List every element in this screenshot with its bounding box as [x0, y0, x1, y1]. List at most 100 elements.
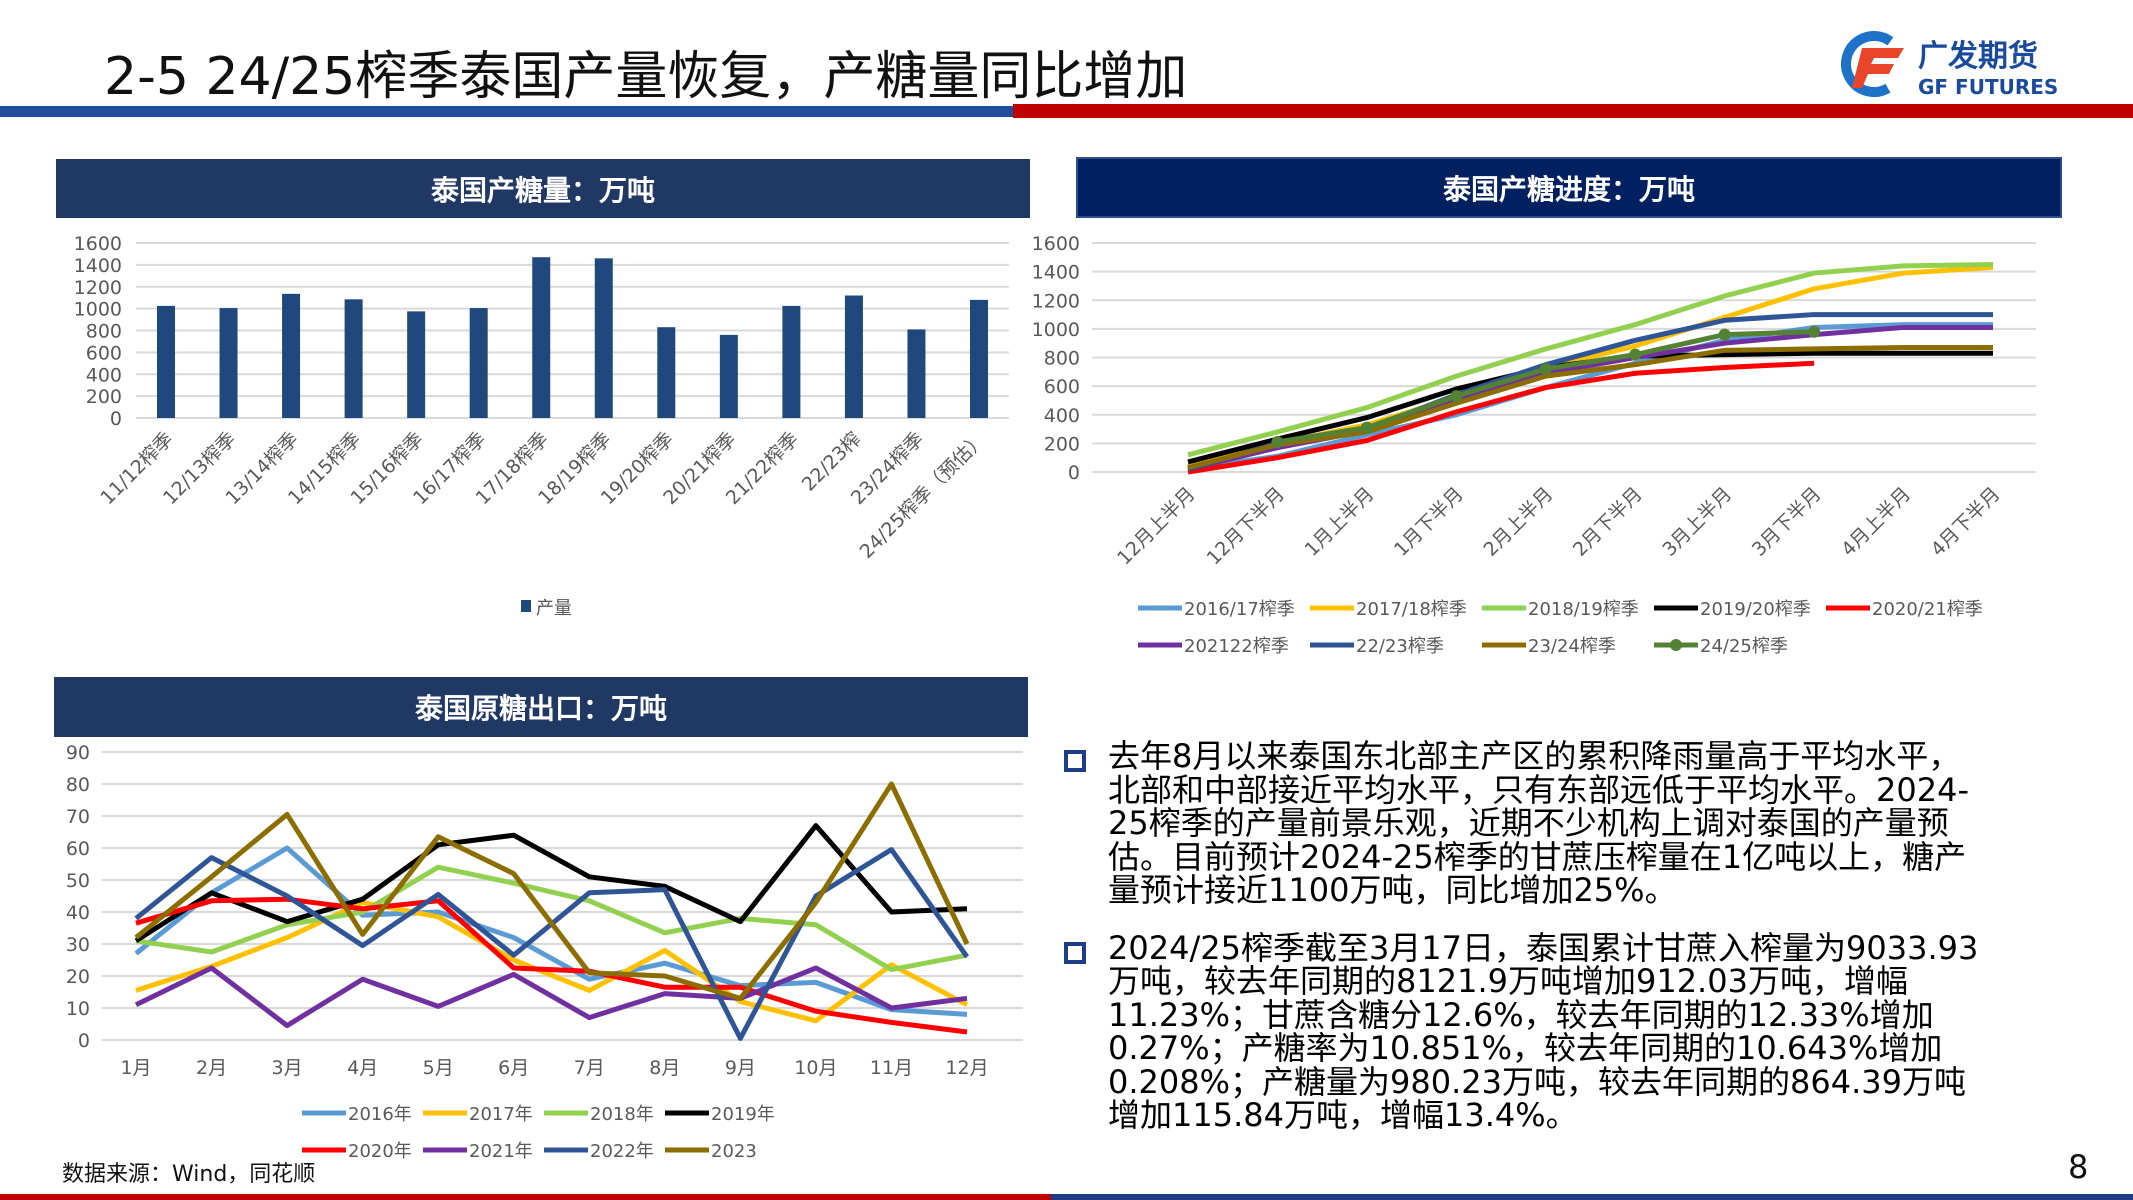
legend-label: 2018年	[590, 1104, 654, 1125]
bar	[157, 305, 175, 418]
legend-label: 2020年	[348, 1141, 412, 1162]
series-line	[1187, 360, 1815, 475]
data-point	[1629, 348, 1642, 361]
bar	[657, 327, 676, 418]
progress-panel-header: 泰国产糖进度：万吨	[1076, 157, 2062, 218]
svg-text:广发期货: 广发期货	[1918, 39, 2038, 74]
y-tick-label: 800	[86, 321, 122, 343]
legend-label: 2018/19榨季	[1528, 599, 1639, 620]
legend-swatch	[521, 600, 531, 612]
y-tick-label: 800	[1044, 348, 1080, 370]
data-point	[1539, 362, 1552, 375]
x-tick-label: 12月	[945, 1057, 988, 1079]
x-tick-label: 3月上半月	[1658, 483, 1736, 561]
x-tick-label: 2月上半月	[1479, 483, 1557, 561]
y-tick-label: 1400	[1032, 262, 1080, 284]
x-tick-label: 10月	[794, 1057, 837, 1079]
legend-label: 2016/17榨季	[1184, 599, 1295, 620]
legend-label: 2023	[711, 1141, 757, 1162]
y-tick-label: 0	[110, 408, 122, 430]
x-tick-label: 4月下半月	[1927, 483, 2005, 561]
legend-label: 2016年	[348, 1104, 412, 1125]
x-tick-label: 1月上半月	[1301, 483, 1379, 561]
legend-label: 2019/20榨季	[1700, 599, 1811, 620]
bar	[970, 299, 988, 418]
legend-label: 24/25榨季	[1700, 636, 1788, 657]
footer-divider-red	[0, 1194, 1051, 1200]
text-line: 0.27%；产糖率为10.851%，较去年同期的10.643%增加	[1108, 1029, 1943, 1067]
bar	[219, 308, 238, 418]
legend-label: 23/24榨季	[1528, 636, 1616, 657]
y-tick-label: 400	[1044, 405, 1080, 427]
x-tick-label: 2月下半月	[1569, 483, 1647, 561]
legend-label: 2021年	[469, 1141, 533, 1162]
legend-label: 产量	[536, 598, 572, 619]
legend-label: 2022年	[590, 1141, 654, 1162]
series-line	[135, 896, 968, 1035]
x-tick-label: 12月下半月	[1203, 483, 1289, 569]
y-tick-label: 200	[86, 386, 122, 408]
legend-label: 22/23榨季	[1356, 636, 1444, 657]
text-line: 量预计接近1100万吨，同比增加25%。	[1108, 871, 1677, 909]
svg-text:GF FUTURES: GF FUTURES	[1918, 75, 2058, 99]
header-divider-red	[1013, 104, 2133, 118]
data-point	[1718, 328, 1731, 341]
y-tick-label: 90	[66, 742, 90, 764]
y-tick-label: 1000	[1032, 319, 1080, 341]
x-tick-label: 2月	[196, 1057, 227, 1079]
y-tick-label: 400	[86, 364, 122, 386]
bar	[532, 257, 551, 418]
y-tick-label: 0	[1068, 462, 1080, 484]
x-tick-label: 7月	[574, 1057, 605, 1079]
data-point	[1360, 421, 1373, 434]
series-line	[1187, 261, 1994, 458]
legend-label: 2020/21榨季	[1872, 599, 1983, 620]
bar	[782, 305, 801, 418]
data-point	[1450, 390, 1463, 403]
x-tick-label: 9月	[725, 1057, 756, 1079]
y-tick-label: 1400	[74, 255, 122, 277]
legend-label: 2017年	[469, 1104, 533, 1125]
square-bullet-icon	[1064, 750, 1086, 772]
text-line: 万吨，较去年同期的8121.9万吨增加912.03万吨，增幅	[1108, 962, 1908, 1000]
square-bullet-icon	[1064, 941, 1086, 964]
bar	[344, 299, 363, 418]
data-point	[1271, 435, 1284, 448]
y-tick-label: 20	[66, 966, 90, 988]
commentary-paragraph-1: 去年8月以来泰国东北部主产区的累积降雨量高于平均水平， 北部和中部接近平均水平，…	[1062, 739, 2082, 909]
page-number: 8	[2068, 1148, 2089, 1186]
data-point	[1808, 325, 1821, 338]
bar	[719, 334, 738, 418]
series-line	[134, 965, 968, 1029]
legend-marker	[1670, 639, 1682, 651]
y-tick-label: 80	[66, 774, 90, 796]
y-tick-label: 600	[1044, 376, 1080, 398]
production-panel-title: 泰国产糖量：万吨	[430, 173, 655, 207]
bar	[907, 329, 926, 418]
series-line	[135, 864, 968, 973]
x-tick-label: 4月上半月	[1837, 483, 1915, 561]
data-source: 数据来源：Wind，同花顺	[62, 1162, 316, 1187]
y-tick-label: 50	[66, 870, 90, 892]
production-panel-header: 泰国产糖量：万吨	[56, 159, 1030, 218]
y-tick-label: 1200	[74, 277, 122, 299]
y-tick-label: 1600	[1032, 233, 1080, 255]
x-tick-label: 3月下半月	[1748, 483, 1826, 561]
y-tick-label: 60	[66, 838, 90, 860]
slide-title: 2-5 24/25榨季泰国产量恢复，产糖量同比增加	[104, 47, 1188, 107]
text-line: 北部和中部接近平均水平，只有东部远低于平均水平。2024-	[1108, 770, 1969, 809]
bar	[594, 258, 613, 418]
text-line: 估。目前预计2024-25榨季的甘蔗压榨量在1亿吨以上，糖产	[1108, 837, 1967, 876]
text-line: 0.208%；产糖量为980.23万吨，较去年同期的864.39万吨	[1108, 1062, 1966, 1101]
x-tick-label: 4月	[347, 1057, 378, 1079]
text-line: 2024/25榨季截至3月17日，泰国累计甘蔗入榨量为9033.93	[1108, 928, 1979, 967]
x-tick-label: 1月下半月	[1390, 483, 1468, 561]
text-line: 25榨季的产量前景乐观，近期不少机构上调对泰国的产量预	[1108, 804, 1949, 842]
x-tick-label: 8月	[649, 1057, 680, 1079]
x-tick-label: 12月上半月	[1113, 483, 1199, 569]
exports-panel-header: 泰国原糖出口：万吨	[54, 677, 1028, 737]
y-tick-label: 200	[1044, 433, 1080, 455]
y-tick-label: 30	[66, 934, 90, 956]
y-tick-label: 40	[66, 902, 90, 924]
